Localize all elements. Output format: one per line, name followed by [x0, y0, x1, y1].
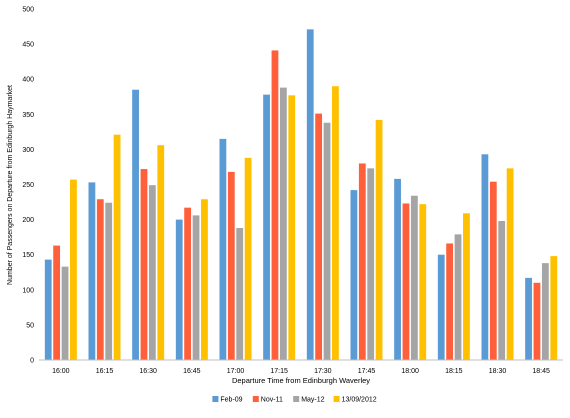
- bar-13-09-2012-1800: [419, 204, 427, 360]
- bar-13-09-2012-1745: [375, 119, 383, 360]
- y-tick-label: 0: [30, 358, 34, 365]
- y-tick-label: 500: [22, 7, 34, 14]
- bar-nov-11-1830: [489, 181, 497, 360]
- bar-nov-11-1800: [402, 203, 410, 360]
- legend: Feb-09 Nov-11 May-12 13/09/2012: [212, 396, 377, 404]
- x-tick-label: 18:15: [445, 368, 463, 375]
- bar-13-09-2012-1715: [288, 95, 296, 360]
- y-tick-label: 100: [22, 287, 34, 294]
- y-axis-title: Number of Passengers on Departure from E…: [7, 85, 14, 285]
- bar-may-12-1615: [105, 202, 113, 360]
- x-tick-label: 18:30: [489, 368, 507, 375]
- bar-may-12-1845: [541, 263, 549, 360]
- bar-nov-11-1745: [358, 163, 366, 360]
- y-tick-label: 150: [22, 252, 34, 259]
- x-axis-ticks: 16:00 16:15 16:30 16:45 17:00 17:15 17:30 17:45…: [52, 368, 550, 375]
- legend-swatch: [293, 396, 300, 402]
- legend-label: May-12: [301, 397, 324, 404]
- bar-feb-09-1700: [219, 138, 227, 360]
- legend-swatch: [212, 396, 219, 402]
- legend-label: Nov-11: [261, 397, 283, 404]
- x-axis-title: Departure Time from Edinburgh Waverley: [232, 376, 370, 385]
- bar-feb-09-1800: [394, 178, 401, 360]
- legend-swatch: [252, 396, 259, 402]
- bar-may-12-1745: [367, 168, 375, 360]
- bar-may-12-1715: [279, 87, 287, 361]
- x-tick-label: 18:45: [532, 368, 550, 375]
- bar-13-09-2012-1730: [332, 86, 339, 360]
- bar-nov-11-1730: [315, 113, 323, 360]
- bar-feb-09-1830: [481, 154, 489, 360]
- y-tick-label: 50: [26, 322, 34, 329]
- bar-may-12-1800: [410, 195, 418, 360]
- bar-may-12-1600: [61, 266, 69, 360]
- x-tick-label: 17:30: [314, 368, 332, 375]
- bar-nov-11-1600: [53, 245, 61, 360]
- bar-13-09-2012-1830: [506, 168, 514, 360]
- bar-nov-11-1715: [271, 50, 279, 361]
- bar-may-12-1630: [148, 185, 156, 360]
- bar-feb-09-1645: [175, 219, 183, 360]
- bar-feb-09-1600: [44, 259, 52, 360]
- y-tick-label: 300: [22, 147, 34, 154]
- x-tick-label: 18:00: [401, 368, 419, 375]
- x-tick-label: 16:15: [96, 368, 114, 375]
- bar-nov-11-1700: [227, 171, 235, 360]
- bar-feb-09-1845: [525, 277, 532, 360]
- legend-label: 13/09/2012: [342, 397, 377, 404]
- bar-feb-09-1730: [306, 29, 314, 361]
- bar-may-12-1730: [323, 122, 331, 360]
- bar-nov-11-1845: [533, 282, 541, 360]
- bar-13-09-2012-1645: [201, 199, 208, 360]
- bar-13-09-2012-1845: [550, 256, 558, 360]
- bar-13-09-2012-1815: [463, 213, 470, 360]
- y-tick-label: 200: [22, 217, 34, 224]
- bar-13-09-2012-1630: [157, 145, 165, 360]
- bar-may-12-1645: [192, 215, 200, 360]
- x-tick-label: 17:45: [358, 368, 376, 375]
- bar-feb-09-1715: [263, 94, 270, 360]
- bar-nov-11-1615: [96, 199, 104, 360]
- bar-nov-11-1645: [184, 207, 192, 360]
- bars-group: [44, 29, 558, 361]
- bar-may-12-1815: [454, 234, 462, 360]
- bar-nov-11-1815: [446, 243, 454, 360]
- y-tick-label: 450: [22, 42, 34, 49]
- x-tick-label: 17:00: [227, 368, 245, 375]
- bar-feb-09-1815: [437, 254, 445, 360]
- x-tick-label: 16:30: [139, 368, 157, 375]
- legend-label: Feb-09: [220, 397, 242, 404]
- bar-feb-09-1630: [132, 89, 139, 360]
- y-axis-ticks: 0 50 100 150 200 250 300 350 400 450 500: [22, 7, 34, 365]
- bar-13-09-2012-1615: [113, 134, 121, 360]
- y-tick-label: 250: [22, 182, 34, 189]
- x-tick-label: 17:15: [270, 368, 288, 375]
- bar-may-12-1700: [236, 228, 244, 360]
- x-tick-label: 16:00: [52, 368, 70, 375]
- y-tick-label: 350: [22, 112, 34, 119]
- x-tick-label: 16:45: [183, 368, 201, 375]
- bar-13-09-2012-1700: [244, 157, 252, 360]
- bar-may-12-1830: [498, 221, 506, 360]
- bar-13-09-2012-1600: [70, 179, 77, 360]
- legend-swatch: [333, 396, 340, 402]
- bar-feb-09-1745: [350, 190, 358, 360]
- bar-nov-11-1630: [140, 169, 148, 360]
- y-tick-label: 400: [22, 77, 34, 84]
- bar-feb-09-1615: [88, 182, 96, 360]
